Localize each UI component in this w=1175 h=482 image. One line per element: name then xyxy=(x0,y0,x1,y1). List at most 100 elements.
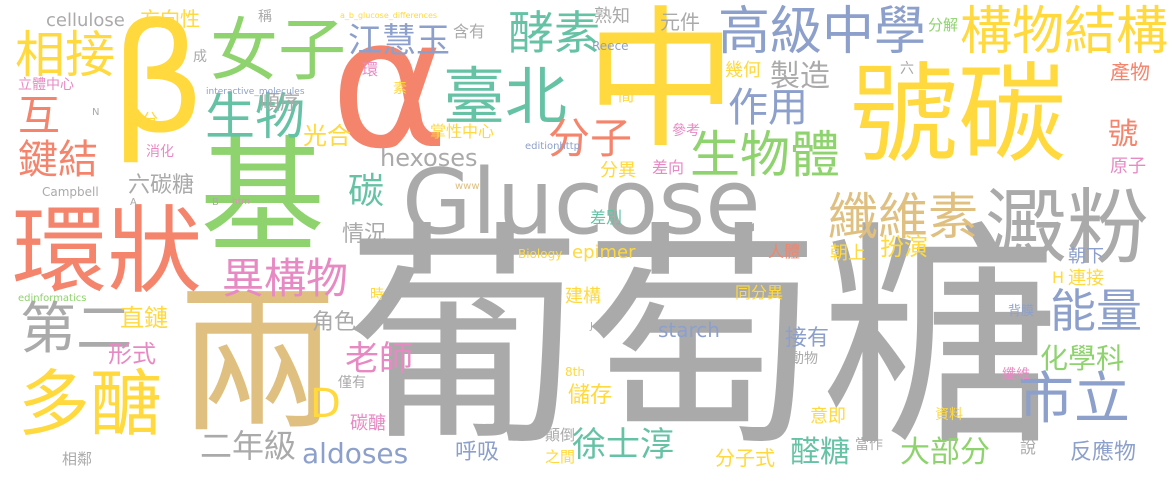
word-cloud-word: Reece xyxy=(592,39,629,53)
word-cloud-word: 動物 xyxy=(790,351,818,367)
word-cloud-word: 連接 xyxy=(1068,268,1104,289)
word-cloud-word: 碳醣 xyxy=(350,413,386,434)
word-cloud-word: hexoses xyxy=(380,144,478,172)
word-cloud-word: A xyxy=(130,197,137,208)
word-cloud-word: 之間 xyxy=(545,448,576,466)
word-cloud-word: 幾何 xyxy=(725,60,761,81)
word-cloud-word: 分子式 xyxy=(715,446,775,470)
word-cloud-word: 市立 xyxy=(1018,367,1130,432)
word-cloud-word: 時 xyxy=(370,287,384,303)
word-cloud-word: 分異 xyxy=(600,160,636,181)
word-cloud-word: edinformatics xyxy=(18,293,87,304)
word-cloud-word: 當作 xyxy=(855,437,883,453)
word-cloud-word: 生物體 xyxy=(690,126,840,184)
word-cloud-word: 二年級 xyxy=(200,427,297,465)
word-cloud-word: 朝下 xyxy=(1068,246,1104,267)
word-cloud-word: 相鄰 xyxy=(62,450,93,468)
word-cloud-word: 老師 xyxy=(345,339,413,379)
word-cloud-word: 六 xyxy=(900,61,914,77)
word-cloud-word: B xyxy=(212,197,219,208)
word-cloud-word: 參考 xyxy=(672,123,700,139)
word-cloud-word: 分解 xyxy=(928,16,959,34)
word-cloud-word: 建構 xyxy=(565,286,601,307)
word-cloud-word: 兩 xyxy=(178,268,339,455)
word-cloud-word: 能量 xyxy=(1050,284,1142,338)
word-cloud-word: 接有 xyxy=(785,326,830,351)
word-cloud-word: 含有 xyxy=(453,22,486,41)
word-cloud-word: J xyxy=(590,321,593,332)
word-cloud-word: 醛糖 xyxy=(790,435,850,470)
word-cloud-word: 扮演 xyxy=(880,233,928,261)
word-cloud-word: 意即 xyxy=(810,406,846,427)
word-cloud-word: 直鏈 xyxy=(120,304,168,332)
word-cloud-word: N xyxy=(92,107,100,118)
word-cloud-word: 纖維素 xyxy=(828,188,978,246)
word-cloud-word: 朝上 xyxy=(830,243,866,264)
word-cloud-word: 說 xyxy=(1020,438,1037,457)
word-cloud-word: 僅有 xyxy=(338,375,366,391)
word-cloud-word: 差向 xyxy=(652,158,685,177)
word-cloud-word: 構物結構 xyxy=(960,2,1169,62)
word-cloud-word: 環 xyxy=(362,60,379,79)
word-cloud-word: starch xyxy=(658,318,720,342)
word-cloud-word: 環狀 xyxy=(12,197,203,307)
word-cloud-word: 鍵結 xyxy=(18,137,98,183)
word-cloud-word: 葡萄糖 xyxy=(345,202,1059,479)
word-cloud-word: 光合 xyxy=(303,122,351,150)
word-cloud-word: 養分 xyxy=(126,110,159,129)
word-cloud-word: 徐士淳 xyxy=(572,425,674,465)
word-cloud-word: 酵素 xyxy=(508,6,600,60)
word-cloud-word: 消化 xyxy=(146,144,174,160)
word-cloud-word: 儲存 xyxy=(568,383,613,408)
word-cloud-word: D xyxy=(310,381,341,427)
word-cloud-word: 纖維 xyxy=(1002,367,1030,383)
word-cloud-word: 情況 xyxy=(342,222,387,247)
word-cloud-word: 元件 xyxy=(660,10,700,34)
word-cloud-word: 中 xyxy=(585,0,737,169)
word-cloud-word: 女子 xyxy=(210,12,347,91)
word-cloud-word: editionhttp xyxy=(525,141,580,152)
word-cloud-word: Campbell xyxy=(42,185,99,199)
word-cloud-word: 相接 xyxy=(15,26,115,84)
word-cloud-word: 反應物 xyxy=(1070,440,1137,465)
word-cloud-word: 8th xyxy=(565,365,585,379)
word-cloud-word: α xyxy=(330,0,449,189)
word-cloud-word: 號 xyxy=(1108,117,1138,152)
word-cloud-word: 成 xyxy=(193,49,207,65)
word-cloud-word: 順序 xyxy=(260,90,300,114)
word-cloud-word: 素 xyxy=(393,81,407,97)
word-cloud-word: 產物 xyxy=(1110,60,1150,84)
word-cloud-word: interactive_molecules xyxy=(206,87,305,97)
word-cloud-word: H xyxy=(1052,268,1065,287)
word-cloud-word: 生物 xyxy=(205,88,305,146)
word-cloud-word: 方向性 xyxy=(140,7,200,31)
word-cloud-word: 江慧玉 xyxy=(348,21,450,61)
word-cloud-word: aldoses xyxy=(302,437,409,470)
word-cloud-word: 顛倒 xyxy=(545,426,576,444)
word-cloud-word: 臺北 xyxy=(443,60,568,133)
word-cloud-word: 形式 xyxy=(108,340,156,368)
word-cloud-word: cellulose xyxy=(46,10,125,31)
word-cloud-word: 呼吸 xyxy=(455,440,500,465)
word-cloud-word: 資料 xyxy=(935,407,963,423)
word-cloud-word: 碳 xyxy=(348,171,385,212)
word-cloud-word: 大部分 xyxy=(900,435,990,470)
word-cloud-word: 角色 xyxy=(312,310,357,335)
word-cloud-word: www xyxy=(455,181,480,192)
word-cloud-word: 熟知 xyxy=(594,6,630,27)
word-cloud-word: 澱粉 xyxy=(985,181,1150,276)
word-cloud-word: β xyxy=(110,0,206,167)
word-cloud-word: 製造 xyxy=(770,59,830,94)
word-cloud-word: Biology xyxy=(518,247,563,261)
word-cloud-word: 多醣 xyxy=(18,362,163,446)
word-cloud-word: 背膜 xyxy=(1008,304,1035,319)
word-cloud-word: htm xyxy=(232,197,250,207)
word-cloud-word: 稱 xyxy=(258,9,272,25)
word-cloud-word: 分子 xyxy=(548,114,633,163)
word-cloud-word: 原子 xyxy=(1110,156,1146,177)
word-cloud-word: epimer xyxy=(572,242,636,263)
word-cloud-word: 化學科 xyxy=(1040,342,1125,375)
word-cloud-word: 互 xyxy=(18,91,61,140)
word-cloud-word: 六碳糖 xyxy=(128,173,195,198)
